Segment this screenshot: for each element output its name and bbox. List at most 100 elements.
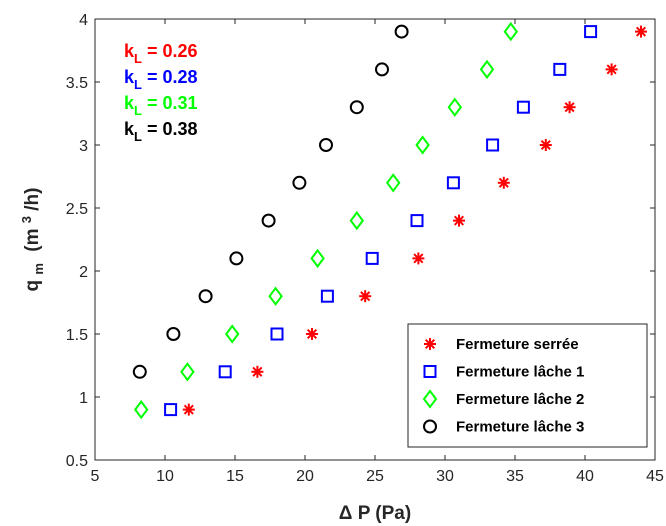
data-point-diamond [310, 248, 325, 269]
data-point-asterisk [605, 63, 618, 76]
x-tick-label: 20 [296, 468, 314, 485]
data-point-asterisk [251, 365, 264, 378]
k-annotation-sub: L [134, 51, 142, 66]
y-axis-label-main: q [22, 280, 43, 292]
x-axis-label: Δ P (Pa) [339, 503, 411, 524]
k-annotation-symbol: k [124, 67, 135, 87]
data-point-asterisk [182, 403, 195, 416]
k-annotation-symbol: k [124, 41, 135, 61]
k-annotation-eq: = [142, 119, 163, 139]
x-tick-label: 40 [576, 468, 594, 485]
k-annotation-value: 0.26 [162, 41, 197, 61]
y-tick-label: 3.5 [66, 75, 88, 92]
x-tick-label: 25 [366, 468, 384, 485]
data-point-circle [375, 62, 389, 77]
k-annotation-value: 0.38 [162, 119, 197, 139]
data-point-square [516, 100, 530, 114]
data-point-diamond [415, 135, 430, 155]
data-point-asterisk [635, 25, 647, 38]
data-point-square [270, 327, 284, 341]
x-axis-label-prefix: Δ [339, 503, 353, 524]
y-axis-label: q m (m 3 /h) [15, 188, 48, 292]
legend-entry: Fermeture serrée [424, 336, 579, 353]
y-tick-label: 2 [79, 264, 88, 281]
legend-label: Fermeture lâche 2 [456, 391, 584, 408]
data-point-square [320, 289, 334, 303]
legend-entry: Fermeture lâche 1 [423, 364, 584, 381]
data-point-diamond [447, 97, 463, 117]
series-square [164, 25, 598, 417]
x-axis-label-main: P (Pa) [358, 503, 412, 524]
data-point-circle [132, 364, 147, 379]
legend-box [407, 323, 648, 448]
k-annotation: kL = 0.26 [124, 41, 198, 66]
data-point-circle [166, 327, 181, 341]
data-points [132, 21, 647, 420]
y-axis: 0.5 1 1.5 2 2.5 3 3.5 4 [66, 12, 655, 470]
k-annotation-symbol: k [124, 93, 135, 113]
data-point-diamond [385, 173, 401, 193]
legend-marker-asterisk [424, 338, 436, 350]
data-point-square [486, 138, 500, 152]
data-point-asterisk [453, 214, 465, 227]
x-tick-label: 10 [156, 468, 174, 485]
legend-label: Fermeture lâche 3 [456, 419, 584, 436]
data-point-diamond [180, 362, 195, 382]
x-tick-label: 5 [91, 468, 100, 485]
data-point-asterisk [412, 252, 425, 265]
legend: Fermeture serrée Fermeture lâche 1 Fermetu… [407, 323, 648, 448]
data-point-diamond [479, 59, 495, 80]
k-annotation: kL = 0.28 [124, 67, 198, 92]
x-tick-label: 45 [646, 468, 664, 485]
k-annotation: kL = 0.31 [124, 93, 198, 118]
legend-marker-diamond [422, 389, 438, 409]
data-point-asterisk [563, 101, 576, 114]
y-axis-label-unit-close: /h) [22, 188, 43, 211]
data-point-square [553, 62, 567, 76]
data-point-square [584, 25, 598, 39]
k-annotation-eq: = [142, 67, 163, 87]
y-tick-label: 1.5 [66, 327, 88, 344]
data-point-circle [394, 24, 409, 39]
data-point-asterisk [359, 290, 372, 303]
y-tick-label: 0.5 [66, 453, 88, 470]
data-point-circle [292, 175, 307, 190]
legend-label: Fermeture serrée [456, 336, 579, 353]
data-point-circle [349, 100, 364, 115]
data-point-square [365, 251, 379, 265]
series-circle [132, 24, 409, 379]
k-annotation-sub: L [134, 103, 142, 118]
y-axis-label-unit-sup: 3 [19, 216, 34, 223]
legend-entry: Fermeture lâche 2 [422, 389, 584, 409]
legend-label: Fermeture lâche 1 [456, 364, 584, 381]
k-annotation-symbol: k [124, 119, 135, 139]
data-point-square [446, 176, 460, 190]
k-annotation-sub: L [134, 129, 142, 144]
data-point-square [218, 365, 232, 379]
k-annotation-eq: = [142, 41, 163, 61]
y-axis-label-sub: m [31, 263, 46, 275]
legend-entry: Fermeture lâche 3 [423, 419, 584, 436]
x-tick-label: 15 [226, 468, 244, 485]
k-annotation-value: 0.31 [162, 93, 197, 113]
data-point-diamond [503, 21, 519, 42]
data-point-diamond [349, 210, 365, 231]
k-annotation-sub: L [134, 77, 142, 92]
k-annotation-value: 0.28 [162, 67, 197, 87]
data-point-diamond [268, 286, 283, 306]
k-annotation-eq: = [142, 93, 163, 113]
data-point-circle [229, 251, 244, 266]
y-tick-label: 4 [79, 12, 88, 29]
data-point-diamond [133, 399, 149, 420]
data-point-circle [261, 213, 276, 228]
y-axis-label-unit-open: (m [22, 229, 43, 252]
series-diamond [133, 21, 519, 420]
x-tick-label: 35 [506, 468, 524, 485]
legend-marker-circle [423, 419, 437, 434]
x-tick-label: 30 [436, 468, 454, 485]
y-tick-label: 1 [79, 390, 88, 407]
legend-marker-square [423, 365, 437, 378]
data-point-asterisk [497, 176, 510, 189]
